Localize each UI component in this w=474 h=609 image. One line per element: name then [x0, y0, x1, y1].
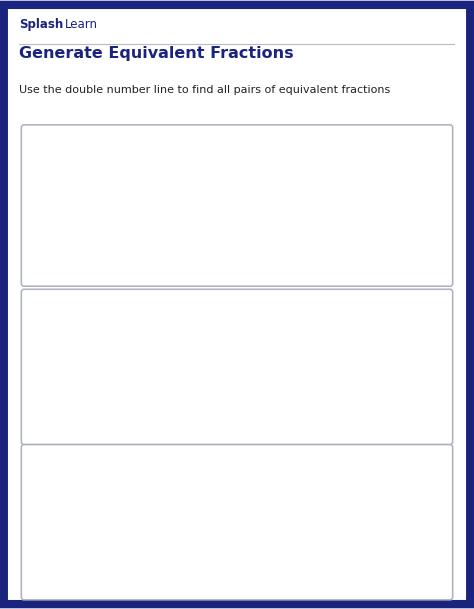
Text: 1: 1	[394, 400, 404, 414]
Bar	[221, 225, 253, 241]
Text: 0: 0	[70, 400, 80, 414]
Bar	[167, 326, 199, 341]
Bar	[221, 482, 253, 496]
Bar	[302, 463, 334, 478]
Text: Splash: Splash	[19, 18, 63, 31]
Bar	[140, 541, 172, 556]
Text: Use the double number line to find all pairs of equivalent fractions: Use the double number line to find all p…	[19, 85, 390, 95]
Bar	[167, 308, 199, 323]
Bar	[221, 560, 253, 575]
Bar	[221, 245, 253, 261]
Text: 0: 0	[70, 555, 80, 569]
Bar	[275, 326, 307, 341]
Bar	[221, 143, 253, 159]
Bar	[221, 463, 253, 478]
Bar	[221, 541, 253, 556]
Text: 0: 0	[70, 239, 80, 255]
Text: 1: 1	[394, 555, 404, 569]
Text: 2: 2	[233, 164, 241, 177]
Bar	[140, 482, 172, 496]
Bar	[140, 463, 172, 478]
Text: Generate Equivalent Fractions: Generate Equivalent Fractions	[19, 46, 293, 61]
Bar	[221, 163, 253, 178]
Text: 1: 1	[394, 239, 404, 255]
Text: Learn: Learn	[65, 18, 98, 31]
Bar	[275, 404, 307, 420]
Bar	[302, 560, 334, 575]
Text: 1: 1	[233, 145, 241, 158]
Bar	[167, 385, 199, 401]
Bar	[302, 541, 334, 556]
Bar	[275, 308, 307, 323]
Bar	[167, 404, 199, 420]
Bar	[302, 482, 334, 496]
Bar	[275, 385, 307, 401]
Bar	[140, 560, 172, 575]
